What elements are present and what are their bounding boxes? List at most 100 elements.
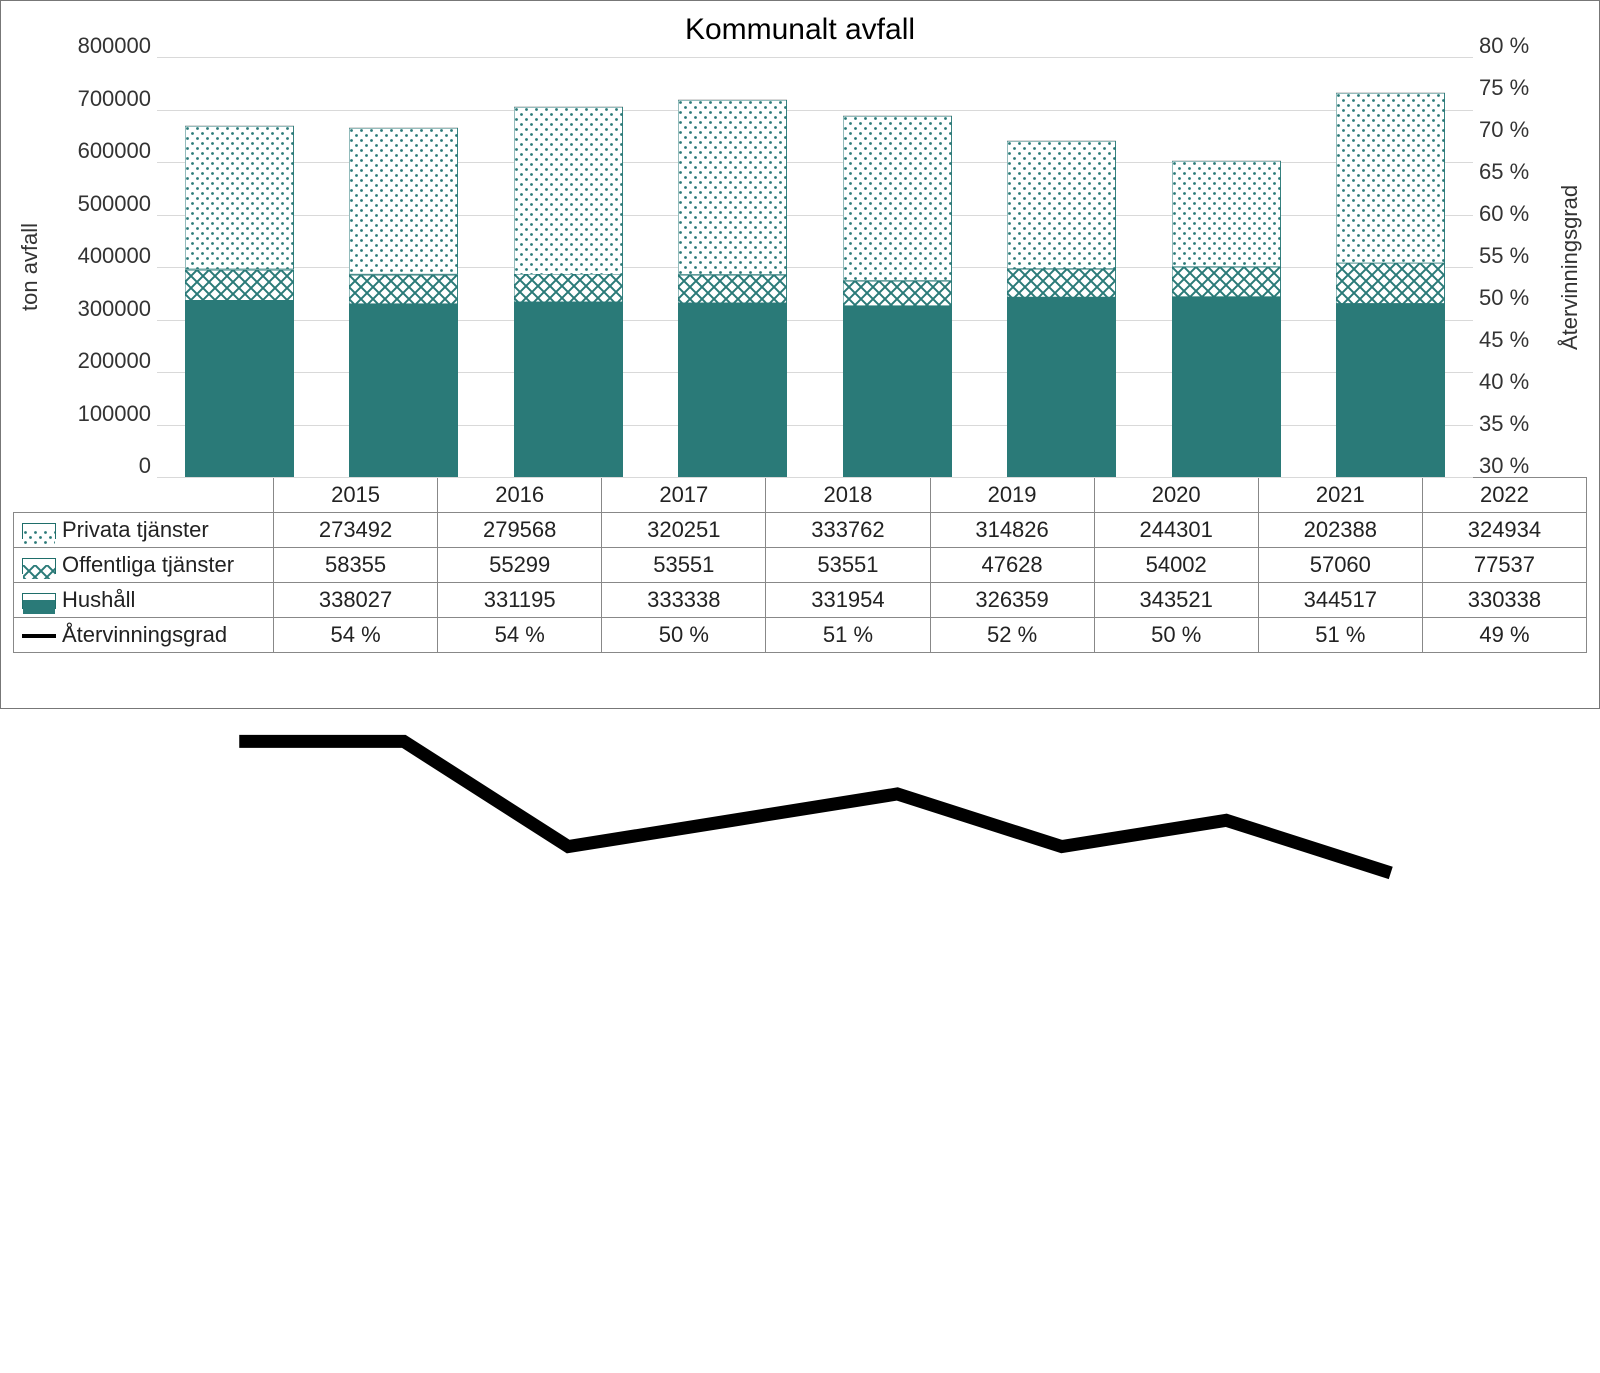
segment-offentliga bbox=[678, 275, 787, 303]
year-cell: 2015 bbox=[274, 478, 438, 513]
segment-privata bbox=[1336, 93, 1445, 263]
year-cell: 2017 bbox=[602, 478, 766, 513]
bar-2015 bbox=[157, 57, 322, 477]
value-cell: 331954 bbox=[766, 583, 930, 618]
bar-stack bbox=[1172, 160, 1281, 477]
segment-offentliga bbox=[185, 270, 294, 301]
table-corner-cell bbox=[14, 478, 274, 513]
value-cell: 330338 bbox=[1422, 583, 1586, 618]
legend-label: Privata tjänster bbox=[62, 517, 209, 542]
segment-privata bbox=[349, 128, 458, 274]
legend-cell: Privata tjänster bbox=[14, 513, 274, 548]
data-table: 20152016201720182019202020212022 Privata … bbox=[13, 477, 1587, 653]
segment-hushall bbox=[1336, 304, 1445, 477]
segment-hushall bbox=[349, 304, 458, 477]
segment-hushall bbox=[843, 306, 952, 477]
bar-2022 bbox=[1309, 57, 1474, 477]
value-cell: 54 % bbox=[438, 618, 602, 653]
table-row: Hushåll338027331195333338331954326359343… bbox=[14, 583, 1587, 618]
value-cell: 331195 bbox=[438, 583, 602, 618]
segment-hushall bbox=[678, 303, 787, 477]
plot-area bbox=[157, 57, 1473, 477]
value-cell: 51 % bbox=[1258, 618, 1422, 653]
value-cell: 338027 bbox=[274, 583, 438, 618]
grid-line bbox=[157, 477, 1473, 478]
chart-container: Kommunalt avfall ton avfall 800000700000… bbox=[0, 0, 1600, 709]
value-cell: 50 % bbox=[1094, 618, 1258, 653]
value-cell: 50 % bbox=[602, 618, 766, 653]
bar-2020 bbox=[980, 57, 1145, 477]
y-left-ticks: 8000007000006000005000004000003000002000… bbox=[47, 57, 157, 477]
y-right-ticks: 80 %75 %70 %65 %60 %55 %50 %45 %40 %35 %… bbox=[1473, 57, 1553, 477]
legend-swatch-hushall bbox=[22, 593, 56, 609]
bar-2018 bbox=[651, 57, 816, 477]
segment-offentliga bbox=[1336, 263, 1445, 304]
year-cell: 2022 bbox=[1422, 478, 1586, 513]
segment-privata bbox=[1172, 161, 1281, 267]
value-cell: 53551 bbox=[766, 548, 930, 583]
value-cell: 324934 bbox=[1422, 513, 1586, 548]
segment-offentliga bbox=[1172, 267, 1281, 297]
bar-stack bbox=[678, 99, 787, 477]
legend-line-swatch bbox=[22, 634, 56, 638]
segment-privata bbox=[185, 126, 294, 269]
value-cell: 52 % bbox=[930, 618, 1094, 653]
year-cell: 2019 bbox=[930, 478, 1094, 513]
bar-stack bbox=[514, 106, 623, 477]
value-cell: 55299 bbox=[438, 548, 602, 583]
segment-offentliga bbox=[349, 275, 458, 304]
table-row: Återvinningsgrad54 %54 %50 %51 %52 %50 %… bbox=[14, 618, 1587, 653]
legend-label: Hushåll bbox=[62, 587, 135, 612]
table-row: Offentliga tjänster583555529953551535514… bbox=[14, 548, 1587, 583]
value-cell: 53551 bbox=[602, 548, 766, 583]
value-cell: 57060 bbox=[1258, 548, 1422, 583]
y-left-axis-label: ton avfall bbox=[13, 57, 47, 477]
segment-privata bbox=[678, 100, 787, 275]
value-cell: 344517 bbox=[1258, 583, 1422, 618]
value-cell: 77537 bbox=[1422, 548, 1586, 583]
bar-stack bbox=[843, 115, 952, 477]
bar-2021 bbox=[1144, 57, 1309, 477]
bar-stack bbox=[185, 125, 294, 477]
y-right-axis-label: Återvinningsgrad bbox=[1553, 57, 1587, 477]
bar-2019 bbox=[815, 57, 980, 477]
segment-hushall bbox=[514, 302, 623, 477]
legend-label: Återvinningsgrad bbox=[62, 622, 227, 647]
value-cell: 273492 bbox=[274, 513, 438, 548]
year-cell: 2016 bbox=[438, 478, 602, 513]
value-cell: 326359 bbox=[930, 583, 1094, 618]
year-cell: 2021 bbox=[1258, 478, 1422, 513]
bar-stack bbox=[1336, 92, 1445, 477]
legend-swatch-privata bbox=[22, 523, 56, 539]
segment-hushall bbox=[1172, 297, 1281, 477]
bar-2016 bbox=[322, 57, 487, 477]
value-cell: 279568 bbox=[438, 513, 602, 548]
legend-cell: Offentliga tjänster bbox=[14, 548, 274, 583]
bars-group bbox=[157, 57, 1473, 477]
segment-privata bbox=[1007, 141, 1116, 269]
value-cell: 202388 bbox=[1258, 513, 1422, 548]
recycling-rate-line bbox=[239, 741, 1391, 873]
bar-2017 bbox=[486, 57, 651, 477]
value-cell: 47628 bbox=[930, 548, 1094, 583]
segment-privata bbox=[843, 116, 952, 281]
value-cell: 333762 bbox=[766, 513, 930, 548]
table-row-years: 20152016201720182019202020212022 bbox=[14, 478, 1587, 513]
year-cell: 2018 bbox=[766, 478, 930, 513]
value-cell: 244301 bbox=[1094, 513, 1258, 548]
segment-hushall bbox=[185, 300, 294, 477]
bar-stack bbox=[349, 127, 458, 477]
value-cell: 54002 bbox=[1094, 548, 1258, 583]
legend-cell: Hushåll bbox=[14, 583, 274, 618]
year-cell: 2020 bbox=[1094, 478, 1258, 513]
value-cell: 51 % bbox=[766, 618, 930, 653]
segment-hushall bbox=[1007, 297, 1116, 477]
chart-plot-row: ton avfall 80000070000060000050000040000… bbox=[13, 57, 1587, 477]
table-row: Privata tjänster273492279568320251333762… bbox=[14, 513, 1587, 548]
segment-offentliga bbox=[1007, 269, 1116, 297]
value-cell: 314826 bbox=[930, 513, 1094, 548]
segment-offentliga bbox=[843, 281, 952, 306]
segment-offentliga bbox=[514, 274, 623, 302]
bar-stack bbox=[1007, 140, 1116, 477]
value-cell: 58355 bbox=[274, 548, 438, 583]
